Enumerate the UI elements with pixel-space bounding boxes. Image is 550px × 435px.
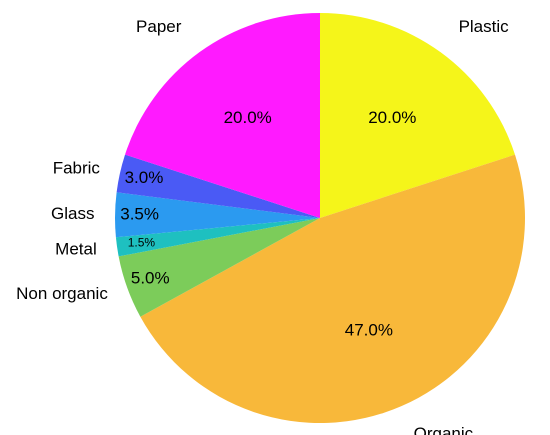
pie-slice — [116, 154, 320, 218]
category-label: Paper — [136, 17, 182, 36]
pie-slice — [115, 218, 321, 257]
value-label: 47.0% — [345, 320, 393, 339]
category-label: Metal — [55, 239, 97, 258]
value-label: 20.0% — [368, 108, 416, 127]
pie-slice — [320, 13, 515, 218]
value-label: 5.0% — [131, 269, 170, 288]
category-label: Non organic — [16, 284, 108, 303]
pie-slice — [115, 192, 320, 238]
pie-slice — [140, 154, 526, 424]
category-label: Plastic — [459, 17, 510, 36]
value-label: 1.5% — [128, 236, 156, 250]
category-label: Glass — [51, 204, 94, 223]
value-label: 3.5% — [120, 205, 159, 224]
category-label: Organic — [414, 424, 474, 435]
value-label: 20.0% — [224, 108, 272, 127]
pie-slice — [118, 218, 321, 317]
value-label: 3.0% — [125, 168, 164, 187]
pie-slice — [125, 13, 320, 218]
category-label: Fabric — [53, 158, 101, 177]
